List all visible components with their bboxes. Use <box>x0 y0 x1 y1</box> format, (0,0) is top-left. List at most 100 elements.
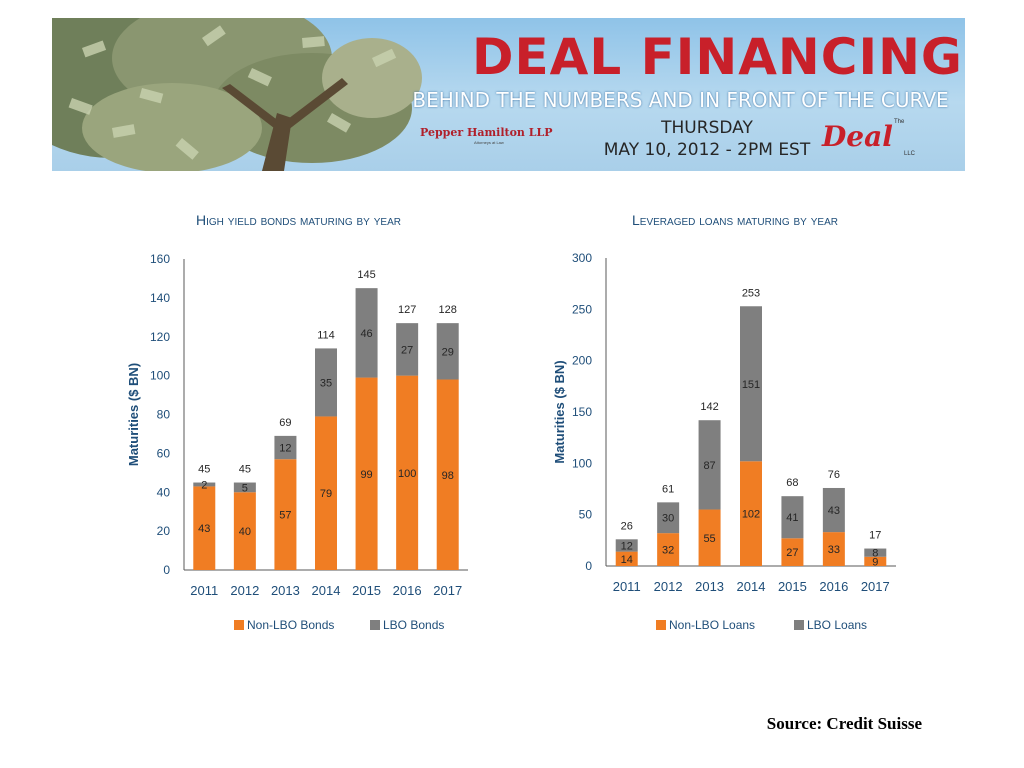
bar-lbo <box>193 482 216 487</box>
data-label-non-lbo: 99 <box>360 469 372 481</box>
bar-lbo <box>657 502 680 534</box>
x-tick-label: 2011 <box>190 583 218 598</box>
event-day: THURSDAY <box>661 118 753 138</box>
total-label: 114 <box>317 329 335 341</box>
bar-non-lbo <box>657 533 680 566</box>
bar-lbo <box>315 348 337 417</box>
data-label-lbo: 27 <box>401 344 413 356</box>
data-label-lbo: 29 <box>442 346 454 358</box>
publication-logo-suffix: LLC <box>904 151 916 157</box>
bar-lbo <box>740 306 762 462</box>
bar-non-lbo <box>822 532 845 566</box>
total-label: 76 <box>828 469 840 481</box>
y-tick-label: 20 <box>157 524 171 538</box>
bar-non-lbo <box>436 379 459 570</box>
data-label-lbo: 46 <box>360 328 372 340</box>
bar-non-lbo <box>615 551 638 566</box>
bar-non-lbo <box>315 416 337 570</box>
total-label: 68 <box>786 477 798 489</box>
leveraged-loans-chart-svg: Maturities ($ BN) 0 50 100 150 200 250 300 14 12 2… <box>552 251 896 632</box>
legend-label-lbo: LBO Bonds <box>383 618 444 632</box>
total-label: 128 <box>439 304 457 316</box>
bar-lbo <box>822 487 845 533</box>
total-label: 142 <box>700 401 718 413</box>
total-label: 145 <box>357 269 375 281</box>
x-tick-label: 2015 <box>352 583 381 598</box>
data-label-non-lbo: 40 <box>239 526 251 538</box>
x-tick-label: 2014 <box>312 583 341 598</box>
bar-non-lbo <box>193 486 216 570</box>
total-label: 45 <box>239 464 251 476</box>
total-label: 127 <box>398 304 416 316</box>
total-label: 17 <box>869 530 881 542</box>
bar-lbo <box>781 496 804 539</box>
data-label-non-lbo: 27 <box>786 547 798 559</box>
data-label-non-lbo: 9 <box>872 556 878 568</box>
bar-lbo <box>396 323 419 376</box>
data-label-non-lbo: 32 <box>662 545 674 557</box>
data-label-lbo: 43 <box>828 505 840 517</box>
bar-lbo <box>274 435 297 460</box>
x-tick-label: 2012 <box>230 583 259 598</box>
bar-lbo <box>436 323 459 380</box>
x-tick-label: 2013 <box>271 583 300 598</box>
bar-lbo <box>355 288 378 378</box>
data-label-lbo: 30 <box>662 513 674 525</box>
publication-logo-small: The LLC <box>894 119 915 157</box>
data-label-lbo: 12 <box>621 540 633 552</box>
legend-swatch-lbo <box>794 620 804 630</box>
x-tick-label: 2017 <box>433 583 462 598</box>
y-tick-label: 60 <box>157 446 171 460</box>
total-label: 26 <box>621 520 633 532</box>
bar-non-lbo <box>781 538 804 566</box>
publication-logo: Deal <box>822 120 893 153</box>
x-tick-label: 2011 <box>613 579 641 594</box>
data-label-non-lbo: 33 <box>828 544 840 556</box>
total-label: 69 <box>279 417 291 429</box>
data-label-non-lbo: 43 <box>198 523 210 535</box>
data-label-non-lbo: 98 <box>442 470 454 482</box>
y-tick-label: 0 <box>585 559 592 573</box>
banner-subtitle: BEHIND THE NUMBERS AND IN FRONT OF THE C… <box>412 88 949 112</box>
data-label-lbo: 41 <box>786 512 798 524</box>
y-tick-label: 80 <box>157 408 171 422</box>
y-tick-label: 140 <box>150 291 170 305</box>
bar-non-lbo <box>274 459 297 570</box>
leveraged-loans-chart: Leveraged loans maturing by year Maturit… <box>540 190 960 650</box>
bar-lbo <box>698 420 721 510</box>
y-tick-label: 0 <box>163 563 170 577</box>
bar-non-lbo <box>355 377 378 570</box>
legend-label-non-lbo: Non-LBO Loans <box>669 618 755 632</box>
y-tick-label: 200 <box>572 354 592 368</box>
x-tick-label: 2017 <box>861 579 890 594</box>
bar-lbo <box>233 482 256 493</box>
bar-non-lbo <box>864 556 887 566</box>
legend-label-lbo: LBO Loans <box>807 618 867 632</box>
x-tick-label: 2015 <box>778 579 807 594</box>
banner: DEAL FINANCING: BEHIND THE NUMBERS AND I… <box>52 18 965 171</box>
bar-lbo <box>864 548 887 557</box>
source-note: Source: Credit Suisse <box>766 714 922 733</box>
x-tick-label: 2016 <box>819 579 848 594</box>
publication-logo-the: The <box>894 119 905 125</box>
chart-title: Leveraged loans maturing by year <box>632 212 838 228</box>
bar-non-lbo <box>740 461 762 566</box>
banner-title: DEAL FINANCING: <box>472 28 965 86</box>
bar-lbo <box>615 539 638 552</box>
data-label-lbo: 2 <box>201 479 207 491</box>
bar-non-lbo <box>233 492 256 570</box>
y-tick-label: 300 <box>572 251 592 265</box>
high-yield-bonds-chart-svg: Maturities ($ BN) 0 20 40 60 80 100 120 140 160 43… <box>126 252 468 632</box>
data-label-lbo: 151 <box>742 379 760 391</box>
sponsor-tagline: Attorneys at Law <box>474 140 504 145</box>
y-tick-label: 40 <box>157 485 171 499</box>
high-yield-bonds-chart: High yield bonds maturing by year Maturi… <box>110 190 530 650</box>
x-tick-label: 2012 <box>654 579 683 594</box>
chart-title: High yield bonds maturing by year <box>196 212 401 228</box>
y-axis-label: Maturities ($ BN) <box>552 360 567 463</box>
data-label-lbo: 8 <box>872 548 878 560</box>
data-label-lbo: 5 <box>242 482 248 494</box>
money-tree-image <box>52 18 422 171</box>
bar-non-lbo <box>698 509 721 566</box>
y-tick-label: 160 <box>150 252 170 266</box>
